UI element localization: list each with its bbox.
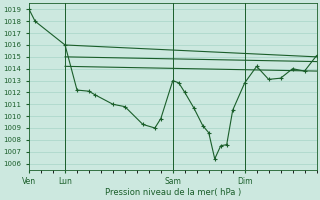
X-axis label: Pression niveau de la mer( hPa ): Pression niveau de la mer( hPa ) xyxy=(105,188,241,197)
